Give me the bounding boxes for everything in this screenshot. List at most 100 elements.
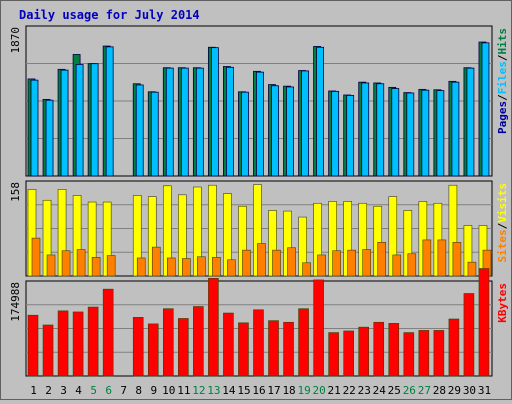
x-tick-label: 1 [30, 384, 37, 397]
kbytes-bar [268, 320, 279, 377]
files-bar [135, 84, 144, 177]
sites-bar [467, 261, 477, 277]
kbytes-bar [358, 326, 370, 377]
legend-entry: Visits [496, 183, 509, 223]
files-bar [105, 46, 114, 177]
sites-bar [197, 256, 206, 277]
sites-bar [227, 259, 236, 277]
hits-files-pages-ymax-label: 1870 [9, 27, 22, 54]
kbytes-bar [193, 306, 204, 377]
kbytes-bar [27, 314, 39, 377]
files-bar [30, 79, 39, 177]
sites-bar [61, 250, 71, 277]
kbytes-bar [313, 279, 324, 377]
files-bar [451, 81, 460, 177]
kbytes-bar [478, 268, 490, 377]
kbytes-bar [87, 306, 99, 377]
x-tick-label: 25 [388, 384, 401, 397]
files-bar [421, 89, 430, 177]
sites-bar [151, 246, 161, 277]
files-bar [165, 67, 174, 177]
x-tick-label: 2 [45, 384, 52, 397]
kbytes-bar [328, 332, 339, 377]
kbytes-bar [72, 311, 84, 377]
files-bar [316, 46, 325, 177]
files-bar [436, 90, 445, 177]
sites-bar [166, 257, 176, 277]
sites-bar [392, 254, 402, 277]
hits-files-pages-legend: Pages/Files/Hits [496, 28, 509, 134]
files-bar [45, 99, 54, 177]
x-tick-label: 11 [177, 384, 190, 397]
files-bar [75, 64, 84, 177]
legend-entry: / [496, 94, 509, 101]
sites-bar [407, 253, 417, 277]
sites-bar [302, 262, 311, 277]
sites-bar [182, 258, 191, 277]
legend-entry: Pages [496, 101, 509, 134]
x-tick-label: 23 [358, 384, 371, 397]
x-tick-label: 13 [207, 384, 220, 397]
x-tick-label: 7 [120, 384, 127, 397]
kbytes-bar [418, 330, 430, 377]
files-bar [256, 71, 264, 177]
kbytes-bar [388, 323, 400, 377]
sites-bar [437, 239, 447, 277]
sites-bar [317, 254, 326, 277]
x-tick-label: 31 [478, 384, 491, 397]
sites-bar [76, 249, 86, 277]
files-bar [271, 85, 279, 177]
files-bar [210, 47, 219, 177]
files-bar [286, 86, 294, 177]
chart-title: Daily usage for July 2014 [19, 8, 200, 22]
kbytes-bar [238, 322, 249, 377]
x-tick-label: 27 [418, 384, 431, 397]
x-tick-label: 9 [150, 384, 157, 397]
files-bar [195, 67, 204, 177]
x-tick-label: 28 [433, 384, 446, 397]
x-tick-label: 21 [328, 384, 341, 397]
x-tick-label: 29 [448, 384, 461, 397]
x-tick-label: 19 [297, 384, 310, 397]
kbytes-bar [223, 312, 234, 377]
legend-entry: Sites [496, 229, 509, 262]
files-bar [301, 70, 309, 177]
x-tick-label: 14 [222, 384, 236, 397]
visits-sites-legend: Sites/Visits [496, 183, 509, 263]
x-tick-label: 5 [90, 384, 97, 397]
kbytes-bar [208, 277, 219, 377]
kbytes-bar [162, 308, 174, 377]
kbytes-bar [373, 321, 385, 377]
kbytes-bar [343, 330, 354, 377]
kbytes-bar [253, 309, 264, 377]
files-bar [241, 91, 249, 177]
sites-bar [422, 239, 432, 277]
kbytes-bar [42, 324, 54, 377]
sites-bar [257, 243, 266, 277]
kbytes-bar [102, 288, 114, 377]
sites-bar [377, 242, 387, 277]
x-tick-label: 26 [403, 384, 416, 397]
kbytes-ymax-label: 174988 [9, 282, 22, 322]
sites-bar [332, 250, 341, 277]
x-tick-label: 4 [75, 384, 82, 397]
x-tick-label: 17 [267, 384, 280, 397]
files-bar [466, 67, 475, 177]
sites-bar [91, 257, 101, 277]
legend-entry: / [496, 222, 509, 229]
x-tick-label: 3 [60, 384, 67, 397]
kbytes-bar [463, 293, 475, 377]
sites-bar [452, 242, 462, 277]
kbytes-bar [403, 332, 415, 377]
files-bar [361, 82, 370, 177]
files-bar [90, 63, 99, 177]
kbytes-bar [448, 318, 460, 377]
x-tick-label: 20 [313, 384, 326, 397]
kbytes-bar [298, 308, 309, 377]
kbytes-bar [57, 310, 69, 377]
sites-bar [106, 255, 116, 277]
x-tick-label: 30 [463, 384, 476, 397]
files-bar [406, 92, 415, 177]
